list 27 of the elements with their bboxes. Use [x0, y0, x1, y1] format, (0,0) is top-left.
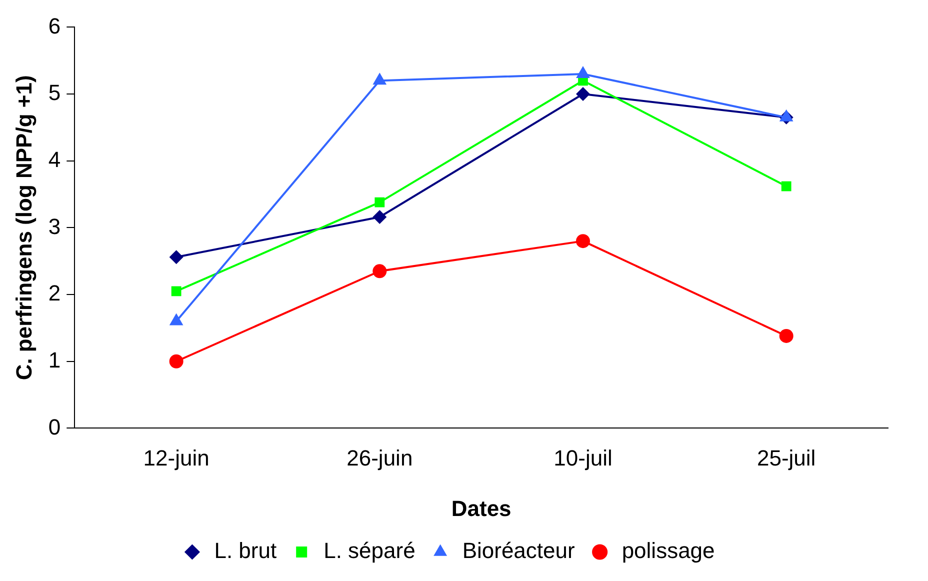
- x-tick-label: 25-juil: [756, 445, 816, 470]
- point: [372, 210, 387, 224]
- point: [576, 234, 590, 248]
- y-tick-label: 1: [48, 347, 61, 372]
- legend-label: Bioréacteur: [462, 538, 575, 564]
- point: [781, 181, 792, 192]
- x-tick-label: 10-juil: [554, 445, 612, 470]
- x-axis-title: Dates: [451, 496, 512, 521]
- y-tick-label: 5: [48, 80, 61, 106]
- y-axis-title: C. perfringens (log NPP/g +1): [11, 75, 36, 380]
- point: [169, 250, 184, 264]
- y-tick-label: 6: [48, 13, 61, 38]
- legend-label: polissage: [622, 538, 715, 564]
- y-tick-label: 0: [48, 414, 61, 440]
- legend-label: L. brut: [214, 538, 277, 564]
- x-tick-label: 12-juin: [143, 445, 210, 470]
- y-tick-label: 4: [48, 146, 61, 172]
- y-tick-label: 2: [48, 280, 61, 306]
- point: [372, 264, 387, 278]
- point: [169, 354, 184, 368]
- y-tick-label: 3: [48, 214, 61, 239]
- point: [374, 197, 385, 208]
- point: [779, 328, 794, 343]
- point: [171, 286, 182, 296]
- x-tick-label: 26-juin: [346, 445, 413, 470]
- legend-label: L. séparé: [324, 538, 416, 564]
- point: [576, 87, 590, 102]
